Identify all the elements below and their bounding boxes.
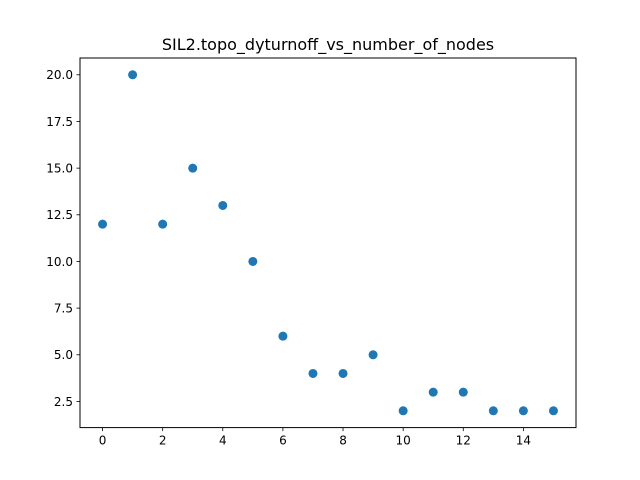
- x-tick-label: 12: [456, 434, 471, 448]
- data-point: [338, 368, 348, 378]
- data-point: [218, 200, 228, 210]
- data-point: [548, 406, 558, 416]
- data-point: [278, 331, 288, 341]
- chart-title: SIL2.topo_dyturnoff_vs_number_of_nodes: [162, 35, 494, 55]
- y-tick-label: 7.5: [54, 301, 73, 315]
- y-tick-label: 12.5: [46, 208, 73, 222]
- y-tick-label: 15.0: [46, 161, 73, 175]
- data-point: [158, 219, 168, 229]
- data-point: [128, 70, 138, 80]
- scatter-points: [98, 70, 558, 416]
- y-tick-label: 17.5: [46, 115, 73, 129]
- y-tick-label: 20.0: [46, 68, 73, 82]
- data-point: [458, 387, 468, 397]
- y-tick-label: 10.0: [46, 255, 73, 269]
- data-point: [188, 163, 198, 173]
- data-point: [398, 406, 408, 416]
- x-tick-label: 6: [279, 434, 287, 448]
- y-tick-label: 2.5: [54, 395, 73, 409]
- x-tick-label: 2: [159, 434, 167, 448]
- data-point: [248, 256, 258, 266]
- x-tick-label: 14: [516, 434, 531, 448]
- x-tick-label: 0: [99, 434, 107, 448]
- data-point: [488, 406, 498, 416]
- x-tick-label: 4: [219, 434, 227, 448]
- y-axis-ticks: 2.5 5.0 7.5 10.0 12.5 15.0 17.5 20.0: [46, 68, 80, 409]
- x-axis-ticks: 0 2 4 6 8 10 12 14: [99, 427, 531, 448]
- x-tick-label: 8: [339, 434, 347, 448]
- data-point: [518, 406, 528, 416]
- data-point: [308, 368, 318, 378]
- plot-frame: [79, 57, 577, 429]
- x-tick-label: 10: [396, 434, 411, 448]
- y-tick-label: 5.0: [54, 348, 73, 362]
- data-point: [98, 219, 108, 229]
- data-point: [428, 387, 438, 397]
- data-point: [368, 350, 378, 360]
